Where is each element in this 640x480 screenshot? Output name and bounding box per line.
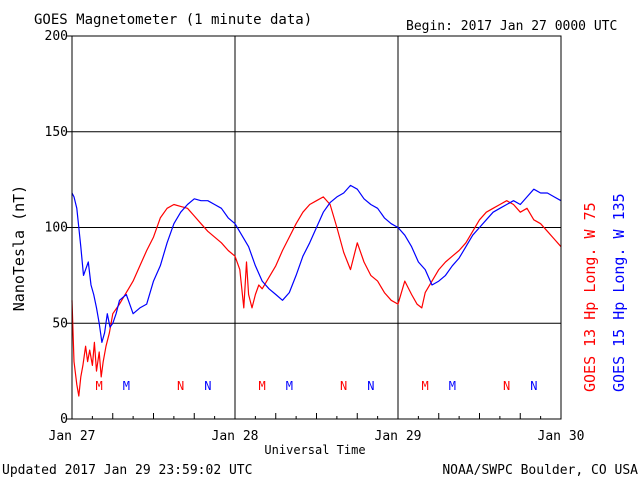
begin-time: Begin: 2017 Jan 27 0000 UTC bbox=[406, 19, 617, 34]
updated-timestamp: Updated 2017 Jan 29 23:59:02 UTC bbox=[2, 463, 252, 478]
marker-m: M bbox=[422, 379, 429, 393]
source-credit: NOAA/SWPC Boulder, CO USA bbox=[442, 463, 638, 478]
legend-goes13: GOES 13 Hp Long. W 75 bbox=[581, 202, 599, 392]
marker-n: N bbox=[177, 379, 184, 393]
y-tick-label: 50 bbox=[52, 316, 68, 331]
plot-border bbox=[71, 35, 562, 420]
x-tick-label: Jan 30 bbox=[538, 429, 585, 444]
y-tick-label: 200 bbox=[45, 29, 68, 44]
data-series bbox=[71, 184, 562, 397]
marker-m: M bbox=[96, 379, 103, 393]
marker-n: N bbox=[367, 379, 374, 393]
marker-n: N bbox=[204, 379, 211, 393]
marker-m: M bbox=[259, 379, 266, 393]
marker-m: M bbox=[286, 379, 293, 393]
legend-goes15: GOES 15 Hp Long. W 135 bbox=[610, 193, 628, 392]
x-axis-label: Universal Time bbox=[264, 443, 365, 457]
marker-n: N bbox=[340, 379, 347, 393]
y-axis-ticks: 0 50 100 150 200 bbox=[45, 29, 72, 427]
x-tick-label: Jan 29 bbox=[375, 429, 422, 444]
chart-title: GOES Magnetometer (1 minute data) bbox=[34, 12, 312, 28]
x-tick-label: Jan 28 bbox=[212, 429, 259, 444]
y-tick-label: 150 bbox=[45, 125, 68, 140]
marker-m: M bbox=[123, 379, 130, 393]
y-tick-label: 0 bbox=[60, 412, 68, 427]
series-line-goes15 bbox=[71, 184, 562, 343]
x-axis-ticks: Jan 27 Jan 28 Jan 29 Jan 30 bbox=[49, 413, 585, 444]
series-line-goes13 bbox=[71, 196, 562, 397]
marker-m: M bbox=[449, 379, 456, 393]
y-tick-label: 100 bbox=[45, 221, 68, 236]
x-tick-label: Jan 27 bbox=[49, 429, 96, 444]
marker-n: N bbox=[503, 379, 510, 393]
marker-n: N bbox=[530, 379, 537, 393]
y-axis-label: NanoTesla (nT) bbox=[10, 185, 28, 311]
